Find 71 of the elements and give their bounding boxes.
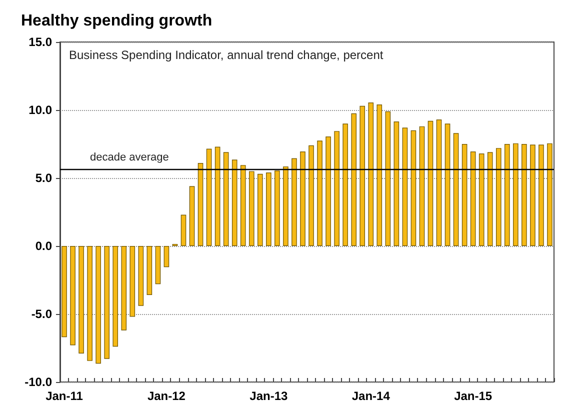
bar [180, 214, 186, 246]
bar [326, 136, 331, 246]
bar [112, 246, 118, 347]
bar [351, 113, 356, 246]
ref-line-label: decade average [90, 152, 169, 164]
bar [155, 246, 161, 284]
bar [368, 102, 374, 246]
bar [376, 104, 382, 246]
bar [266, 172, 272, 246]
bar [146, 246, 152, 295]
x-tick-label: Jan-14 [352, 389, 390, 403]
bar [249, 171, 254, 246]
bar [206, 148, 212, 246]
bar [462, 144, 468, 246]
bar [360, 106, 365, 246]
bar [436, 120, 442, 246]
bar [104, 246, 110, 359]
bar [470, 151, 476, 246]
bar [530, 144, 536, 246]
x-tick-label: Jan-15 [454, 389, 492, 403]
bar [300, 151, 306, 246]
bar [428, 120, 434, 246]
y-tick-label: -10.0 [24, 375, 52, 389]
bar [444, 124, 450, 246]
bar [334, 131, 340, 246]
bar [96, 246, 101, 364]
x-tick-label: Jan-12 [147, 389, 186, 403]
x-tick-label: Jan-13 [250, 389, 288, 403]
bar [62, 246, 67, 338]
bar [317, 140, 322, 246]
bar [130, 246, 136, 317]
x-tick-label: Jan-11 [46, 389, 84, 403]
bar [385, 111, 391, 246]
y-tick-label: 15.0 [28, 35, 52, 49]
bar [223, 152, 229, 246]
text: Business Spending Indicator, annual trend change, percent [69, 48, 384, 62]
y-tick-label: 0.0 [35, 239, 52, 253]
bar [419, 126, 425, 246]
bar [538, 144, 544, 246]
bar [232, 160, 238, 246]
bar [240, 165, 246, 246]
bar [394, 122, 400, 246]
bar [70, 246, 76, 346]
bar [258, 174, 263, 246]
bar [496, 148, 502, 246]
bar [342, 124, 348, 246]
bar [522, 144, 527, 246]
bar [547, 143, 552, 246]
y-tick-label: -5.0 [31, 307, 52, 321]
bar [164, 246, 170, 268]
bar [487, 152, 493, 246]
bar [453, 133, 459, 246]
chart-title: Healthy spending growth [21, 12, 212, 30]
bar [292, 158, 297, 246]
bar [402, 128, 408, 246]
bar [410, 130, 416, 246]
bar [78, 246, 84, 354]
bar [214, 146, 220, 246]
bar [274, 170, 280, 246]
bar [478, 154, 484, 246]
bar [283, 166, 288, 246]
bar [189, 186, 195, 246]
bar [121, 246, 127, 330]
bar [308, 145, 314, 246]
y-tick-label: 10.0 [28, 103, 52, 117]
bar [198, 163, 204, 246]
y-tick-label: 5.0 [35, 171, 52, 185]
bar [138, 246, 144, 306]
bar [513, 143, 518, 246]
bar [504, 144, 510, 246]
bar [87, 246, 92, 361]
